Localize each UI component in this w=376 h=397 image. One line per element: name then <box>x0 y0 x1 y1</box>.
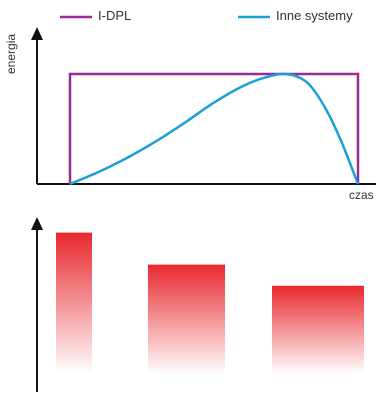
legend-idpl-label: I-DPL <box>98 8 132 23</box>
series-idpl-line <box>68 72 360 184</box>
bar-3 <box>272 285 364 374</box>
x-axis-label: czas <box>349 188 374 202</box>
bottom-y-axis-arrow <box>31 217 43 230</box>
top-y-axis-arrow <box>31 27 43 40</box>
legend-other-label: Inne systemy <box>276 8 353 23</box>
series-other-line <box>69 72 360 186</box>
bar-2 <box>148 264 225 374</box>
y-axis-label: energia <box>4 33 18 74</box>
bar-1 <box>56 232 92 374</box>
